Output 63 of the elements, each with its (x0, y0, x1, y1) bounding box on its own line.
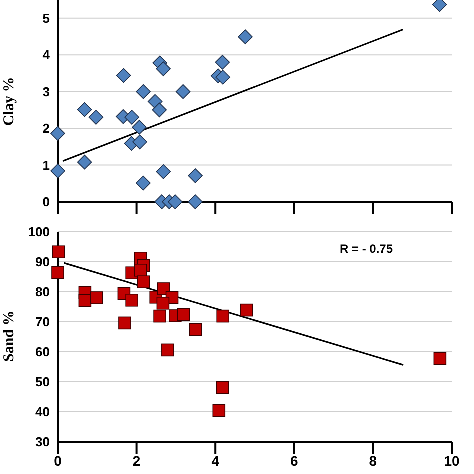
y-tick-label: 60 (36, 344, 50, 360)
point (77, 102, 92, 118)
point (177, 308, 190, 322)
x-tick-label: 2 (132, 452, 141, 469)
y-tick-label: 3 (42, 84, 50, 100)
y-tick-label: 100 (28, 224, 50, 240)
point (156, 62, 171, 76)
point (137, 276, 150, 288)
point (188, 194, 203, 210)
point (157, 282, 170, 296)
x-tick-label: 8 (369, 452, 378, 469)
point (88, 110, 104, 125)
point (136, 176, 151, 191)
point (136, 84, 151, 100)
point (216, 310, 230, 323)
y-tick-label: 40 (36, 404, 50, 420)
y-tick-label: 5 (42, 10, 50, 26)
point (216, 70, 230, 85)
point (162, 344, 174, 357)
point (152, 102, 168, 118)
point (212, 404, 226, 418)
point (124, 110, 140, 125)
annotation: R = - 0.75 (340, 242, 394, 256)
point (132, 134, 148, 150)
y-tick-label: 90 (36, 254, 50, 270)
point (134, 264, 148, 277)
point (154, 310, 166, 323)
y-tick-label: 4 (42, 48, 51, 63)
y-tick-label: 50 (36, 374, 50, 390)
point (118, 316, 132, 330)
point (168, 194, 183, 210)
point (132, 120, 147, 135)
point (238, 30, 253, 44)
point (50, 126, 66, 142)
point (126, 294, 138, 307)
point (148, 94, 163, 110)
x-tick-label: 4 (212, 452, 220, 469)
y-tick-label: 0 (42, 194, 50, 210)
y-tick-label: 30 (36, 434, 50, 450)
point (156, 164, 171, 180)
point (176, 84, 191, 100)
y-tick-label: 1 (42, 158, 50, 173)
y-tick-label: 70 (36, 314, 50, 330)
point (156, 297, 170, 310)
point (77, 154, 92, 170)
point (240, 304, 254, 317)
point (188, 168, 203, 184)
x-tick-label: 0 (54, 452, 62, 469)
y-tick-label: 2 (42, 121, 50, 136)
point (52, 266, 64, 280)
x-tick-label: 6 (290, 452, 298, 469)
y-axis-title: Sand % (1, 310, 18, 362)
point (216, 381, 230, 394)
point (434, 352, 447, 366)
point (50, 164, 66, 179)
point (116, 68, 132, 84)
point (190, 323, 202, 336)
point (52, 246, 66, 258)
point (90, 292, 104, 304)
point (215, 55, 230, 70)
x-tick-label: 10 (444, 452, 460, 469)
y-tick-label: 80 (36, 284, 50, 300)
y-axis-title: Clay % (1, 77, 18, 126)
